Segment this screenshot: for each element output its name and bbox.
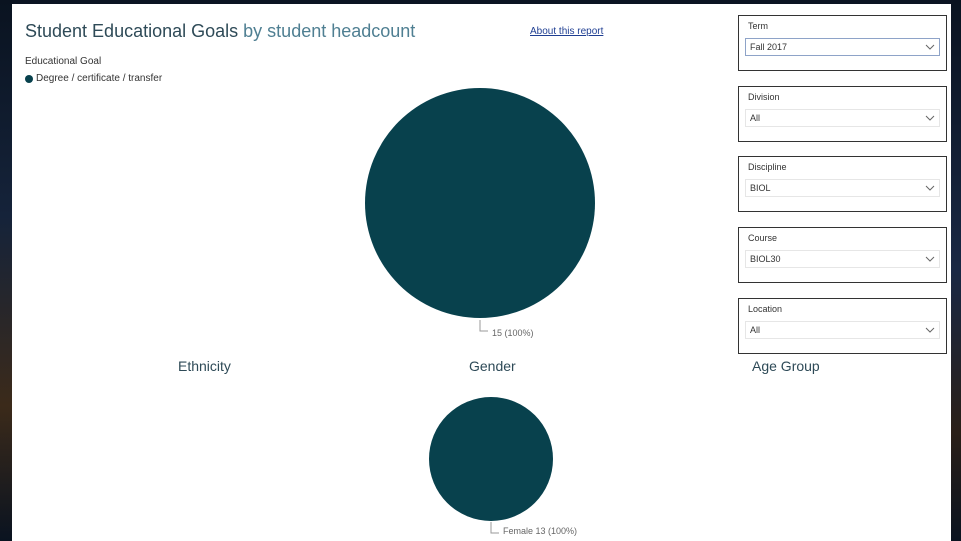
discipline-dropdown-value: BIOL bbox=[750, 183, 771, 193]
charts-layer: 15 (100%) Female 13 (100%) bbox=[365, 88, 595, 536]
gender-pie: Female 13 (100%) bbox=[429, 397, 577, 536]
chevron-down-icon bbox=[925, 44, 935, 50]
legend-item[interactable]: Degree / certificate / transfer bbox=[25, 73, 162, 84]
report-title-main: Student Educational Goals bbox=[25, 21, 239, 41]
background-strip-right bbox=[951, 0, 961, 541]
chevron-down-icon bbox=[925, 256, 935, 262]
course-dropdown-value: BIOL30 bbox=[750, 254, 781, 264]
discipline-slicer-title: Discipline bbox=[748, 162, 787, 172]
age-group-chart-title: Age Group bbox=[752, 358, 820, 374]
term-dropdown[interactable]: Fall 2017 bbox=[745, 38, 940, 56]
report-title-sub: by student headcount bbox=[243, 21, 416, 41]
legend-title: Educational Goal bbox=[25, 56, 102, 67]
location-dropdown[interactable]: All bbox=[745, 321, 940, 339]
gender-chart-title: Gender bbox=[469, 358, 516, 374]
location-slicer: Location All bbox=[738, 298, 947, 354]
location-slicer-title: Location bbox=[748, 304, 783, 314]
about-report-link[interactable]: About this report bbox=[530, 26, 604, 37]
discipline-dropdown[interactable]: BIOL bbox=[745, 179, 940, 197]
course-dropdown[interactable]: BIOL30 bbox=[745, 250, 940, 268]
course-slicer-title: Course bbox=[748, 233, 778, 243]
division-dropdown-value: All bbox=[750, 113, 761, 123]
course-slicer: Course BIOL30 bbox=[738, 227, 947, 283]
gender-pie-data-label: Female 13 (100%) bbox=[503, 526, 577, 536]
gender-pie-leader-line bbox=[490, 522, 499, 534]
goal-pie-slice[interactable] bbox=[365, 88, 595, 318]
gender-pie-slice[interactable] bbox=[429, 397, 553, 521]
chevron-down-icon bbox=[925, 115, 935, 121]
term-dropdown-value: Fall 2017 bbox=[750, 42, 788, 52]
division-slicer-title: Division bbox=[748, 92, 780, 102]
goal-pie: 15 (100%) bbox=[365, 88, 595, 338]
location-dropdown-value: All bbox=[750, 325, 761, 335]
background-strip-top bbox=[0, 0, 961, 4]
goal-pie-leader-line bbox=[479, 320, 488, 332]
division-dropdown[interactable]: All bbox=[745, 109, 940, 127]
chevron-down-icon bbox=[925, 327, 935, 333]
legend-item-label: Degree / certificate / transfer bbox=[36, 73, 163, 84]
ethnicity-chart-title: Ethnicity bbox=[178, 358, 231, 374]
goal-pie-data-label: 15 (100%) bbox=[492, 328, 534, 338]
background-strip-left bbox=[0, 0, 12, 541]
term-slicer: Term Fall 2017 bbox=[738, 15, 947, 71]
discipline-slicer: Discipline BIOL bbox=[738, 156, 947, 212]
report-canvas: Student Educational Goals by student hea… bbox=[12, 4, 951, 541]
division-slicer: Division All bbox=[738, 86, 947, 142]
report-title: Student Educational Goals by student hea… bbox=[25, 21, 415, 42]
circle-icon bbox=[25, 74, 33, 83]
chevron-down-icon bbox=[925, 185, 935, 191]
term-slicer-title: Term bbox=[748, 21, 768, 31]
